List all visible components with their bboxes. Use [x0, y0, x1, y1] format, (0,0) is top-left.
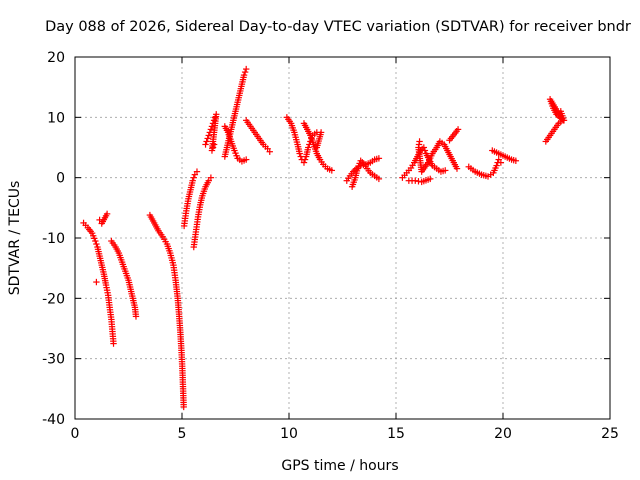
data-point-marker — [300, 159, 308, 166]
data-point-marker — [193, 168, 201, 175]
data-point-marker — [207, 126, 215, 133]
data-point-marker — [420, 144, 428, 151]
data-point-marker — [305, 144, 312, 151]
y-tick-label: 0 — [56, 171, 65, 187]
x-axis-label: GPS time / hours — [281, 458, 398, 474]
data-point-marker — [493, 162, 500, 169]
x-tick-label: 20 — [494, 426, 512, 442]
data-point-marker — [208, 147, 216, 154]
x-tick-label: 25 — [601, 426, 619, 442]
data-point-marker — [240, 71, 248, 79]
data-point-marker — [204, 135, 211, 142]
data-point-marker — [110, 340, 117, 347]
data-point-marker — [189, 177, 196, 184]
data-point-marker — [427, 175, 434, 183]
y-tick-label: 10 — [47, 110, 65, 126]
data-point-marker — [93, 240, 100, 248]
data-point-marker — [190, 174, 197, 181]
data-point-marker — [210, 141, 218, 148]
data-point-marker — [512, 157, 520, 164]
data-point-marker — [202, 141, 209, 148]
y-tick-label: -10 — [42, 231, 65, 247]
x-tick-label: 0 — [71, 426, 80, 442]
data-point-marker — [93, 278, 100, 286]
data-point-marker — [103, 210, 111, 218]
data-point-marker — [209, 144, 217, 151]
data-point-marker — [203, 138, 210, 145]
data-point-marker — [266, 148, 273, 155]
data-point-marker — [442, 167, 449, 174]
data-points — [80, 65, 568, 411]
x-tick-label: 10 — [280, 426, 298, 442]
x-tick-label: 15 — [387, 426, 405, 442]
y-tick-label: -40 — [42, 412, 65, 428]
data-point-marker — [205, 132, 212, 139]
data-point-marker — [180, 403, 187, 411]
data-point-marker — [497, 159, 505, 166]
axes: 0 5 10 15 20 25 -40 -30 -20 -10 0 10 20 — [42, 50, 619, 442]
y-tick-label: 20 — [47, 50, 65, 66]
data-point-marker — [301, 156, 309, 163]
data-point-marker — [415, 178, 422, 185]
data-point-marker — [412, 177, 419, 184]
data-point-marker — [92, 237, 99, 245]
data-point-marker — [375, 175, 383, 183]
y-axis-label: SDTVAR / TECUs — [7, 181, 23, 296]
data-point-marker — [243, 156, 250, 163]
data-point-marker — [454, 126, 462, 133]
y-tick-label: -20 — [42, 291, 65, 307]
data-point-marker — [132, 313, 140, 320]
data-point-marker — [297, 153, 304, 160]
data-point-marker — [421, 147, 429, 154]
data-point-marker — [243, 65, 250, 73]
data-point-marker — [207, 174, 215, 181]
x-tick-label: 5 — [178, 426, 187, 442]
data-point-marker — [375, 155, 383, 162]
data-point-marker — [328, 167, 335, 174]
data-point-marker — [453, 165, 461, 172]
y-tick-label: -30 — [42, 352, 65, 368]
data-point-marker — [296, 150, 303, 157]
chart-title: Day 088 of 2026, Sidereal Day-to-day VTE… — [45, 19, 631, 35]
data-point-marker — [241, 68, 249, 76]
data-point-marker — [557, 108, 564, 115]
